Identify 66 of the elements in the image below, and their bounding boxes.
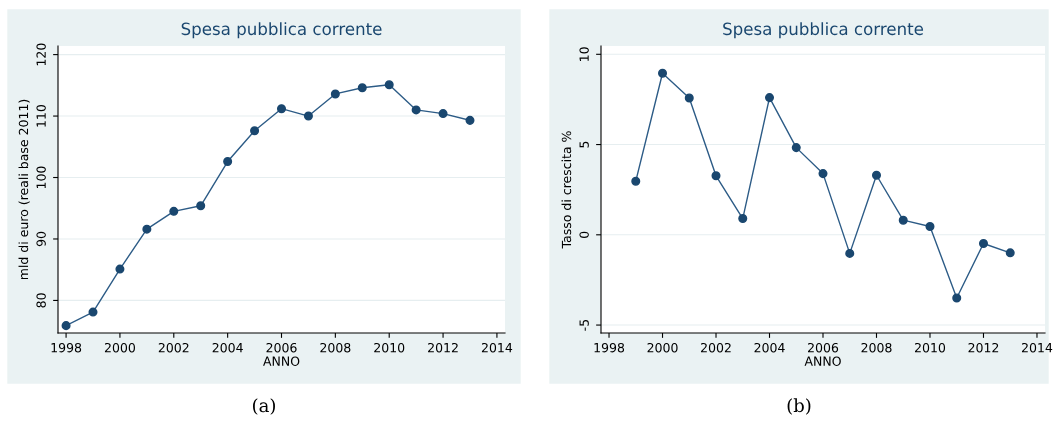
point <box>330 89 340 99</box>
x-tick-label: 2000 <box>104 342 136 353</box>
x-tick-label: 2012 <box>428 342 458 353</box>
point <box>925 221 935 232</box>
x-tick-label: 2010 <box>915 342 946 353</box>
y-tick-label: -5 <box>579 319 589 331</box>
point <box>465 115 475 125</box>
x-tick-label: 2008 <box>861 342 892 353</box>
point <box>1005 248 1015 258</box>
point <box>845 248 855 258</box>
x-tick-label: 2012 <box>968 342 999 353</box>
x-tick-label: 2008 <box>320 342 351 353</box>
point <box>684 93 694 103</box>
point <box>631 176 641 186</box>
point <box>818 169 828 179</box>
y-tick-label: 5 <box>579 141 589 148</box>
x-tick-label: 2014 <box>1021 342 1053 353</box>
x-tick-label: 2006 <box>266 342 297 353</box>
point <box>791 143 801 153</box>
point <box>658 68 668 78</box>
chart-title: Spesa pubblica corrente <box>181 22 382 39</box>
y-axis-title: Tasso di crescita % <box>561 131 572 249</box>
x-tick-label: 2010 <box>374 342 405 353</box>
point <box>438 109 448 119</box>
point <box>169 206 179 216</box>
point <box>61 321 71 331</box>
point <box>88 307 98 317</box>
text: (a) <box>253 398 275 415</box>
point <box>196 201 206 211</box>
point <box>142 224 152 234</box>
point <box>276 104 287 114</box>
chart-title: Spesa pubblica corrente <box>723 22 924 39</box>
point <box>871 170 882 180</box>
x-axis-title: ANNO <box>804 356 841 366</box>
point <box>411 105 421 115</box>
x-tick-label: 1998 <box>51 342 82 353</box>
y-tick-label: 90 <box>36 231 46 247</box>
point <box>952 293 962 303</box>
point <box>738 214 748 224</box>
x-axis-title: ANNO <box>263 356 300 366</box>
x-tick-label: 2002 <box>701 342 731 353</box>
x-tick-label: 2006 <box>808 342 839 353</box>
point <box>764 93 775 103</box>
y-tick-label: 0 <box>579 231 589 238</box>
y-tick-label: 10 <box>579 47 589 61</box>
point <box>357 83 367 93</box>
x-tick-label: 2000 <box>647 342 678 353</box>
y-tick-label: 80 <box>36 293 46 308</box>
point <box>711 171 721 181</box>
text: (b) <box>787 398 811 415</box>
point <box>898 215 908 225</box>
point <box>303 111 313 121</box>
x-tick-label: 2014 <box>481 342 513 353</box>
x-tick-label: 2002 <box>158 342 189 353</box>
point <box>115 264 125 274</box>
y-axis-title: mld di euro (reali base 2011) <box>18 99 30 280</box>
x-tick-label: 2004 <box>754 342 785 353</box>
point <box>223 157 233 167</box>
x-tick-label: 2004 <box>212 342 243 353</box>
y-tick-label: 120 <box>36 43 46 66</box>
y-tick-label: 110 <box>36 104 46 127</box>
y-tick-label: 100 <box>36 166 46 189</box>
point <box>384 80 394 90</box>
x-tick-label: 1998 <box>594 342 625 353</box>
point <box>978 238 988 248</box>
point <box>250 126 260 136</box>
